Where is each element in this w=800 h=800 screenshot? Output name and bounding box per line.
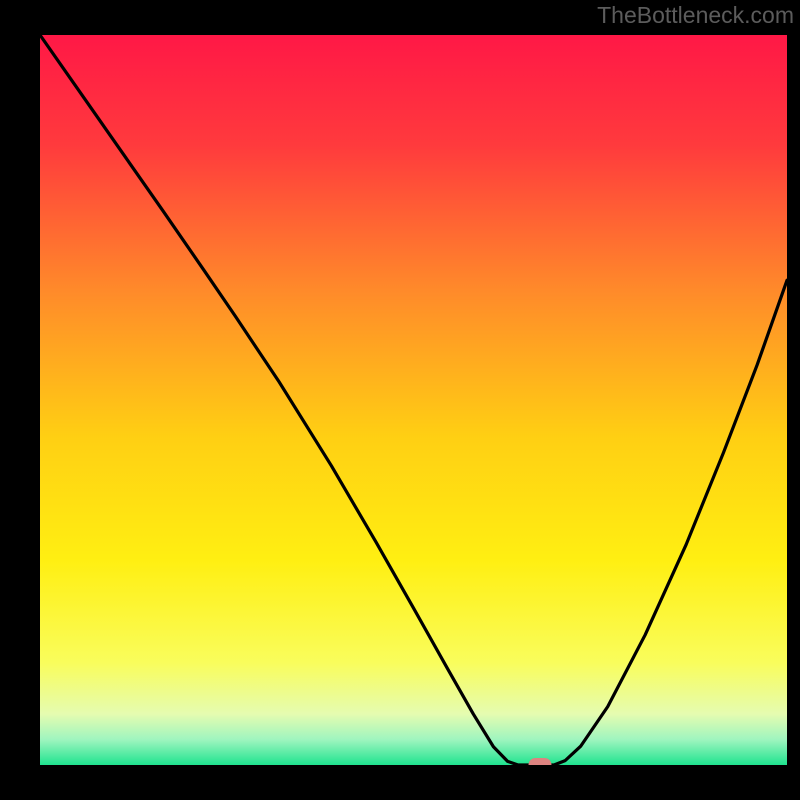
score-marker <box>529 758 552 765</box>
watermark-text: TheBottleneck.com <box>597 2 794 29</box>
heatmap-gradient <box>40 35 787 765</box>
chart-plot-area <box>40 35 787 765</box>
